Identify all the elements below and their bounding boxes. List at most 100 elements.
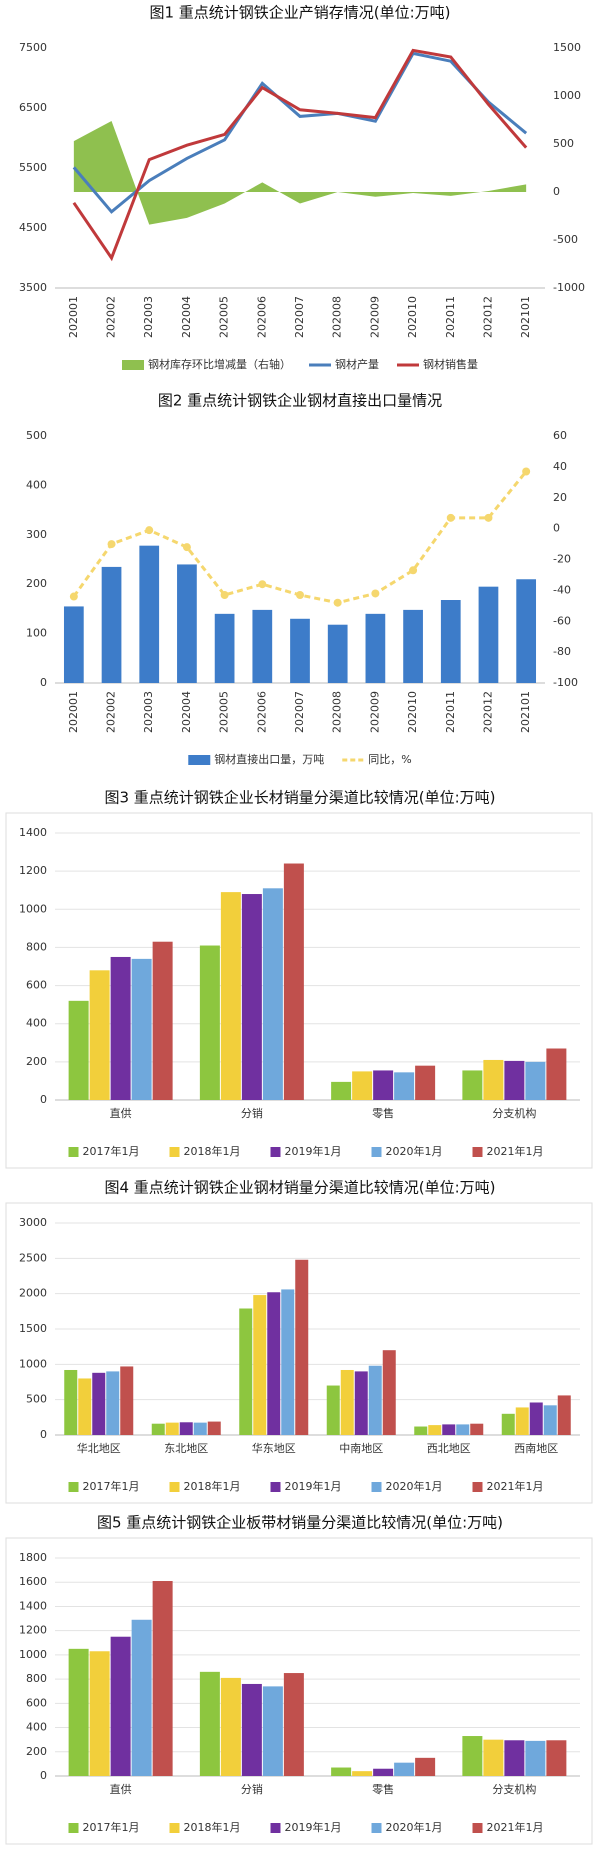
bar <box>241 1683 262 1776</box>
legend-swatch <box>371 1823 382 1833</box>
bar <box>165 1422 179 1435</box>
bar <box>470 1423 484 1435</box>
y-tick-label: 1200 <box>19 864 47 877</box>
bar <box>373 1070 394 1100</box>
bar <box>368 1365 382 1435</box>
chart-title: 图3 重点统计钢铁企业长材销量分渠道比较情况(单位:万吨) <box>104 789 495 807</box>
legend-swatch <box>472 1147 483 1157</box>
bar <box>152 1581 173 1776</box>
y-tick-label: 200 <box>26 1745 47 1758</box>
chart-title: 图2 重点统计钢铁企业钢材直接出口量情况 <box>158 392 442 410</box>
y-tick-label: 1000 <box>19 1357 47 1370</box>
bar <box>253 1295 267 1435</box>
y2-tick-label: -80 <box>553 645 571 658</box>
bar <box>415 1065 436 1100</box>
bar <box>525 1061 546 1100</box>
x-tick-label: 华北地区 <box>77 1441 121 1455</box>
legend-label: 2017年1月 <box>83 1479 140 1493</box>
bar <box>501 1413 515 1435</box>
bar <box>331 1767 352 1776</box>
chart-frame <box>5 1537 593 1845</box>
point <box>220 591 229 600</box>
bar <box>68 1000 89 1100</box>
y-tick-label: 0 <box>40 676 47 689</box>
bar <box>415 1757 436 1776</box>
y-tick-label: 1400 <box>19 1599 47 1612</box>
bar <box>543 1405 557 1435</box>
y-tick-label: 2000 <box>19 1287 47 1300</box>
legend: 钢材直接出口量，万吨 同比，% <box>188 752 412 766</box>
legend-swatch <box>169 1823 180 1833</box>
x-tick-label: 202006 <box>255 691 268 733</box>
y-tick-label: 2500 <box>19 1251 47 1264</box>
y2-tick-label: 40 <box>553 460 567 473</box>
legend-swatch <box>270 1147 281 1157</box>
x-tick-label: 202002 <box>105 691 118 733</box>
x-tick-label: 202101 <box>519 296 532 338</box>
bar <box>440 600 461 683</box>
x-tick-label: 202007 <box>293 691 306 733</box>
bar <box>139 545 160 683</box>
y-tick-label: 1600 <box>19 1575 47 1588</box>
bar <box>340 1369 354 1435</box>
bar <box>529 1402 543 1435</box>
y-tick-label: 800 <box>26 1672 47 1685</box>
y2-tick-label: -500 <box>553 233 578 246</box>
y2-tick-label: -60 <box>553 614 571 627</box>
x-tick-label: 中南地区 <box>339 1442 383 1455</box>
legend-label: 2018年1月 <box>184 1820 241 1834</box>
legend-label: 2017年1月 <box>83 1820 140 1834</box>
y2-tick-label: 60 <box>553 429 567 442</box>
chart-title: 图4 重点统计钢铁企业钢材销量分渠道比较情况(单位:万吨) <box>104 1179 495 1197</box>
y-tick-label: 6500 <box>19 101 47 114</box>
bar <box>546 1740 567 1776</box>
bar <box>193 1422 207 1435</box>
bar <box>131 958 152 1100</box>
legend-swatch <box>188 755 211 765</box>
bar <box>403 609 423 683</box>
bar <box>110 1636 131 1776</box>
bar <box>78 1378 92 1435</box>
y-tick-label: 800 <box>26 940 47 953</box>
point <box>107 540 116 549</box>
x-tick-label: 202002 <box>105 296 118 338</box>
chart-title: 图5 重点统计钢铁企业板带材销量分渠道比较情况(单位:万吨) <box>97 1514 503 1532</box>
legend-label: 2018年1月 <box>184 1479 241 1493</box>
bar <box>120 1366 134 1435</box>
bar <box>262 888 283 1100</box>
legend-label: 2020年1月 <box>386 1144 443 1158</box>
bar <box>373 1768 394 1776</box>
x-tick-label: 西北地区 <box>427 1442 471 1455</box>
bar <box>326 1385 340 1435</box>
legend-swatch <box>371 1147 382 1157</box>
x-tick-label: 东北地区 <box>164 1442 208 1455</box>
legend-label: 2019年1月 <box>285 1144 342 1158</box>
y2-tick-label: 0 <box>553 185 560 198</box>
x-tick-label: 直供 <box>110 1782 132 1796</box>
bar <box>483 1739 504 1776</box>
bar <box>516 579 537 683</box>
x-tick-label: 202003 <box>142 296 155 338</box>
legend-swatch <box>122 360 144 370</box>
x-tick-label: 202008 <box>331 691 344 733</box>
y-tick-label: 500 <box>26 429 47 442</box>
bar <box>64 1369 78 1435</box>
legend-label: 同比，% <box>368 753 411 766</box>
x-tick-label: 202008 <box>331 296 344 338</box>
chart-frame <box>5 812 593 1169</box>
bar <box>110 956 131 1100</box>
bar <box>462 1736 483 1776</box>
legend-swatch <box>270 1482 281 1492</box>
x-tick-label: 202009 <box>368 691 381 733</box>
x-tick-label: 202004 <box>180 296 193 338</box>
y-tick-label: 0 <box>40 1769 47 1782</box>
legend-label: 2020年1月 <box>386 1820 443 1834</box>
bar <box>352 1771 373 1776</box>
bar <box>281 1289 295 1435</box>
bar <box>456 1424 470 1435</box>
bar <box>199 945 220 1100</box>
point <box>409 566 418 575</box>
bar <box>207 1421 221 1435</box>
bar <box>283 1673 304 1776</box>
